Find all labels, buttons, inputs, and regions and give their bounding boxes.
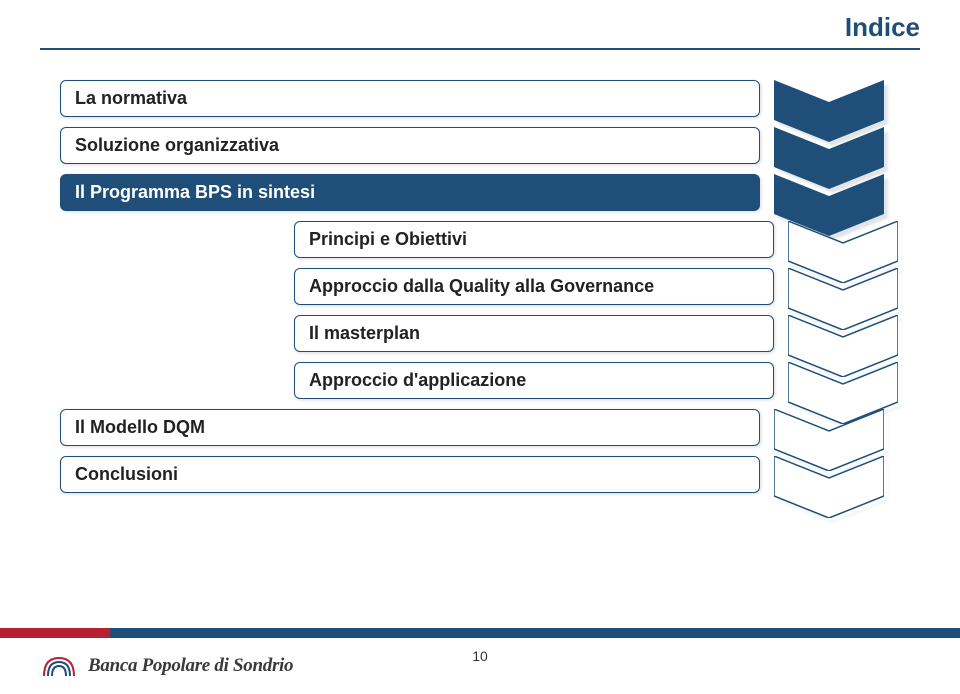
index-item-soluzione: Soluzione organizzativa — [60, 127, 760, 164]
footer-bar — [0, 628, 960, 638]
index-subitem-approccio-app: Approccio d'applicazione — [294, 362, 774, 399]
footer-logo: Banca Popolare di Sondrio — [40, 652, 293, 680]
logo-icon — [40, 652, 78, 680]
footer-bar-blue — [110, 628, 960, 638]
chevron-outline-icon — [774, 456, 884, 518]
index-item-normativa: La normativa — [60, 80, 760, 117]
index-content: La normativa Soluzione organizzativa Il … — [60, 80, 900, 503]
page-title: Indice — [845, 12, 920, 43]
index-item-modello: Il Modello DQM — [60, 409, 760, 446]
index-subitem-masterplan: Il masterplan — [294, 315, 774, 352]
index-subitem-principi: Principi e Obiettivi — [294, 221, 774, 258]
logo-text: Banca Popolare di Sondrio — [88, 655, 293, 677]
index-subitem-approccio-quality: Approccio dalla Quality alla Governance — [294, 268, 774, 305]
index-item-programma: Il Programma BPS in sintesi — [60, 174, 760, 211]
title-underline — [40, 48, 920, 50]
index-item-conclusioni: Conclusioni — [60, 456, 760, 493]
footer-bar-red — [0, 628, 110, 638]
